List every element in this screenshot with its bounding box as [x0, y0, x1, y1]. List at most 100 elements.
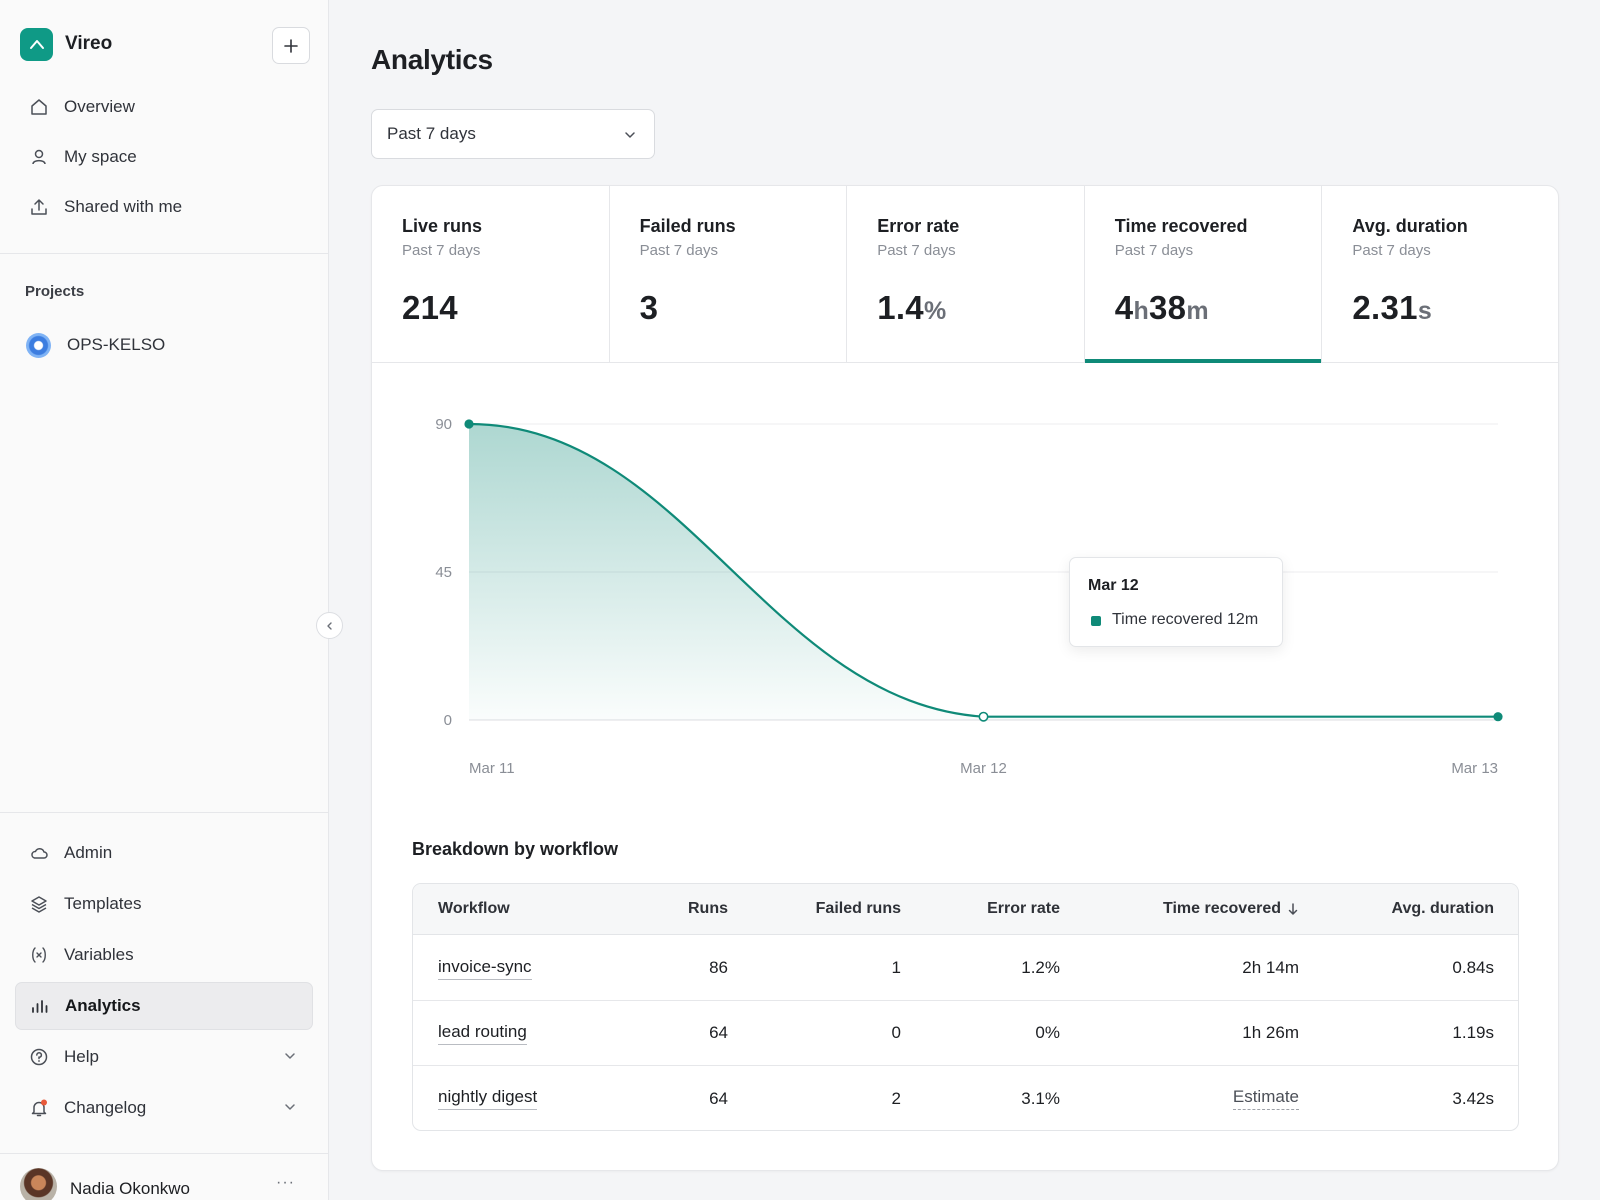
stat-unit: s [1417, 297, 1433, 325]
breakdown-title: Breakdown by workflow [412, 839, 619, 859]
nav-variables[interactable]: Variables [15, 931, 313, 979]
cell-value: 0.84s [1452, 958, 1494, 977]
stat-value: 3 [640, 289, 659, 327]
cell-error-rate: 3.1% [1021, 1066, 1060, 1130]
nav-templates[interactable]: Templates [15, 880, 313, 928]
stat-tab-time-recovered[interactable]: Time recovered Past 7 days 4h38m [1084, 186, 1323, 363]
nav-overview[interactable]: Overview [15, 83, 313, 131]
cell-avg-duration: 0.84s [1452, 936, 1494, 1000]
stat-tabs: Live runs Past 7 days 214 Failed runs Past 7… [372, 186, 1558, 363]
col-header-avg-duration[interactable]: Avg. duration [1391, 884, 1494, 934]
stat-number: 4 [1114, 289, 1134, 326]
col-header-workflow[interactable]: Workflow [438, 884, 510, 934]
add-button[interactable] [272, 27, 310, 64]
nav-admin[interactable]: Admin [15, 829, 313, 877]
user-more-button[interactable]: ··· [276, 1174, 295, 1191]
projects-heading: Projects [25, 283, 85, 300]
cell-value: 2 [891, 1088, 901, 1108]
share-upload-icon [28, 196, 50, 218]
stat-number: 38 [1149, 289, 1187, 326]
nav-help[interactable]: Help [15, 1033, 313, 1081]
nav-my-space[interactable]: My space [15, 133, 313, 181]
workflow-link[interactable]: nightly digest [438, 1087, 538, 1110]
nav-label: Help [64, 1047, 99, 1066]
nav-label: Variables [64, 945, 134, 964]
chevron-down-icon[interactable] [283, 1100, 297, 1114]
stat-label: Failed runs [639, 216, 736, 236]
col-header-label: Failed runs [815, 900, 901, 917]
page-title: Analytics [371, 44, 493, 75]
table-row: lead routing 64 0 0% 1h 26m 1.19s [413, 1001, 1518, 1066]
stat-tab-failed-runs[interactable]: Failed runs Past 7 days 3 [610, 186, 848, 362]
user-icon [28, 146, 50, 168]
y-tick-label: 45 [435, 564, 452, 581]
y-tick-label: 0 [444, 712, 452, 729]
nav-label: Analytics [65, 996, 141, 1015]
project-label: OPS-KELSO [67, 335, 166, 354]
stat-unit: h [1133, 297, 1150, 325]
layers-icon [28, 893, 50, 915]
cell-workflow: nightly digest [438, 1066, 538, 1130]
tooltip-series: Time recovered 12m [1112, 611, 1258, 629]
highlighted-data-point [978, 711, 989, 722]
nav-label: My space [64, 147, 137, 166]
workflow-link[interactable]: invoice-sync [438, 957, 532, 980]
cell-value: 64 [709, 1088, 728, 1108]
project-item-ops-kelso[interactable]: OPS-KELSO [26, 330, 165, 360]
stat-label: Time recovered [1114, 216, 1248, 236]
sidebar-divider [0, 812, 329, 813]
cell-failed-runs: 1 [892, 936, 901, 1000]
data-point [1493, 712, 1503, 722]
cell-value: 2h 14m [1242, 958, 1299, 977]
stat-number: 2.31 [1352, 289, 1418, 326]
date-range-select[interactable]: Past 7 days [371, 109, 655, 159]
stat-label: Live runs [402, 216, 483, 236]
col-header-failed-runs[interactable]: Failed runs [816, 884, 901, 934]
chevron-down-icon[interactable] [283, 1049, 297, 1063]
stat-number: 1.4 [877, 289, 924, 326]
estimate-link[interactable]: Estimate [1232, 1087, 1299, 1110]
stat-tab-live-runs[interactable]: Live runs Past 7 days 214 [372, 186, 610, 362]
analytics-card: Live runs Past 7 days 214 Failed runs Past 7… [371, 185, 1559, 1171]
col-header-label: Time recovered [1163, 900, 1281, 917]
bar-chart-icon [29, 995, 51, 1017]
user-name: Nadia Okonkwo [70, 1179, 191, 1198]
col-header-error-rate[interactable]: Error rate [987, 884, 1060, 934]
cell-error-rate: 0% [1035, 1001, 1060, 1065]
stat-tab-error-rate[interactable]: Error rate Past 7 days 1.4% [847, 186, 1085, 362]
collapse-sidebar-button[interactable] [316, 612, 343, 639]
tooltip-date: Mar 12 [1088, 577, 1139, 594]
workflow-link[interactable]: lead routing [438, 1022, 527, 1045]
col-header-runs[interactable]: Runs [688, 884, 728, 934]
user-profile[interactable]: Nadia Okonkwo ··· [20, 1168, 310, 1200]
variable-icon [28, 944, 50, 966]
cell-time-recovered: 2h 14m [1242, 936, 1299, 1000]
plus-icon [284, 38, 298, 53]
col-header-label: Runs [688, 900, 728, 917]
cell-runs: 86 [709, 936, 728, 1000]
cell-time-recovered: 1h 26m [1242, 1001, 1299, 1065]
vireo-logo-icon[interactable] [20, 28, 53, 61]
chevron-left-icon [326, 621, 332, 630]
stat-value: 4h38m [1115, 289, 1209, 327]
nav-analytics[interactable]: Analytics [15, 982, 313, 1030]
nav-changelog[interactable]: Changelog [15, 1084, 313, 1132]
brand-row: Vireo [20, 27, 310, 65]
cell-failed-runs: 2 [891, 1066, 901, 1130]
cell-failed-runs: 0 [892, 1001, 901, 1065]
col-header-time-recovered[interactable]: Time recovered [1163, 884, 1299, 934]
nav-shared-with-me[interactable]: Shared with me [15, 183, 313, 231]
tooltip-value: 12m [1227, 611, 1259, 628]
stat-label: Avg. duration [1352, 216, 1468, 236]
cloud-icon [28, 842, 50, 864]
x-tick-label: Mar 12 [960, 760, 1007, 777]
stat-tab-avg-duration[interactable]: Avg. duration Past 7 days 2.31s [1322, 186, 1558, 362]
nav-label: Templates [64, 894, 142, 913]
bell-icon [28, 1097, 50, 1119]
stat-period: Past 7 days [639, 242, 718, 259]
chevron-down-icon [625, 132, 635, 138]
project-icon [26, 332, 51, 358]
time-recovered-chart: 0 45 90 Mar 11 Mar 12 Mar 13 [435, 416, 1503, 777]
cell-workflow: lead routing [438, 1001, 527, 1065]
cell-value: 1h 26m [1242, 1023, 1299, 1042]
